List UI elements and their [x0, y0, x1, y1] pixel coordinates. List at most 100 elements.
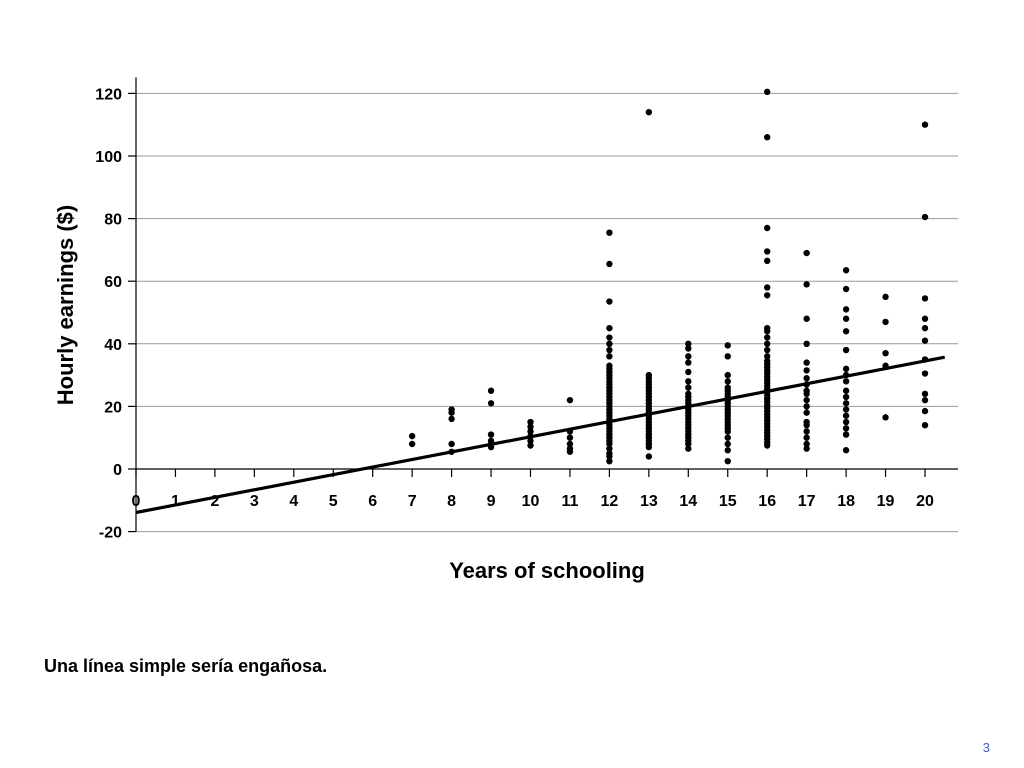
data-point: [606, 229, 613, 236]
data-point: [487, 431, 495, 438]
data-point: [803, 367, 810, 374]
data-point: [803, 440, 810, 448]
data-point: [921, 370, 929, 377]
data-point: [803, 434, 810, 441]
data-point: [527, 437, 534, 445]
data-point: [606, 445, 613, 452]
data-point: [408, 432, 416, 440]
y-tick-label: 80: [104, 212, 122, 229]
data-point: [803, 418, 810, 426]
y-tick-label: -20: [99, 525, 122, 542]
x-tick-label: 6: [368, 493, 377, 510]
x-tick-label: 16: [758, 493, 776, 510]
data-point: [921, 295, 929, 302]
x-tick-label: 3: [250, 493, 259, 510]
data-point: [724, 447, 731, 454]
data-point: [685, 359, 692, 366]
data-point: [685, 368, 692, 376]
x-tick-label: 14: [679, 493, 697, 510]
x-tick-label: 20: [916, 493, 934, 510]
data-point: [921, 213, 929, 221]
data-point: [764, 224, 771, 232]
data-point: [685, 340, 692, 347]
data-point: [408, 440, 416, 448]
data-point: [842, 387, 850, 394]
data-point: [882, 414, 889, 421]
data-point: [448, 406, 455, 413]
data-point: [764, 334, 771, 341]
data-point: [606, 260, 613, 268]
data-point: [764, 248, 771, 255]
x-tick-label: 11: [561, 493, 578, 510]
x-tick-label: 19: [877, 493, 895, 510]
data-point: [606, 362, 613, 369]
data-point: [764, 346, 771, 354]
data-point: [645, 371, 653, 379]
data-point: [606, 450, 613, 457]
data-point: [842, 412, 850, 419]
data-point: [803, 403, 810, 410]
x-tick-label: 2: [210, 493, 219, 510]
data-point: [645, 453, 653, 460]
data-point: [842, 306, 850, 313]
data-point: [606, 346, 613, 354]
y-tick-label: 100: [95, 149, 122, 166]
data-point: [764, 324, 771, 332]
data-point: [566, 434, 574, 441]
y-tick-label: 0: [113, 462, 122, 479]
data-point: [724, 384, 731, 391]
data-point: [685, 384, 692, 391]
data-point: [606, 457, 613, 465]
data-point: [606, 340, 613, 347]
data-point: [803, 387, 810, 394]
data-point: [842, 400, 850, 407]
data-point: [842, 418, 850, 426]
y-tick-label: 120: [95, 86, 122, 103]
data-point: [842, 447, 850, 454]
x-tick-label: 18: [837, 493, 855, 510]
x-tick-label: 10: [522, 493, 540, 510]
x-tick-label: 15: [719, 493, 737, 510]
data-point: [724, 434, 731, 441]
data-point: [803, 396, 810, 404]
data-point: [842, 285, 850, 293]
data-point: [803, 249, 810, 257]
data-point: [724, 378, 731, 385]
data-point: [764, 357, 771, 365]
y-axis-title: Hourly earnings ($): [53, 205, 78, 405]
data-point: [724, 353, 731, 360]
data-point: [882, 318, 889, 326]
data-point: [566, 445, 574, 452]
data-point: [527, 442, 534, 449]
data-point: [487, 387, 495, 394]
data-point: [803, 409, 810, 416]
x-tick-label: 0: [132, 493, 141, 510]
data-point: [527, 418, 534, 426]
data-point: [921, 421, 929, 429]
x-tick-label: 5: [329, 493, 338, 510]
data-point: [921, 337, 929, 344]
data-point: [764, 88, 771, 96]
data-point: [921, 324, 929, 332]
data-point: [606, 324, 613, 332]
data-point: [448, 440, 455, 448]
y-tick-label: 40: [104, 337, 122, 354]
data-point: [527, 428, 534, 435]
gridlines: [136, 92, 958, 533]
data-point: [764, 340, 771, 347]
data-point: [764, 353, 771, 360]
data-point: [803, 340, 810, 347]
data-point: [764, 134, 771, 141]
data-point: [803, 428, 810, 435]
regression-line: [135, 355, 946, 515]
data-point: [803, 281, 810, 288]
data-point: [685, 390, 692, 398]
page-number: 3: [982, 740, 990, 755]
data-point: [685, 445, 692, 452]
data-point: [566, 396, 574, 404]
data-point: [606, 334, 613, 341]
data-points: [408, 88, 929, 465]
data-point: [685, 345, 692, 352]
